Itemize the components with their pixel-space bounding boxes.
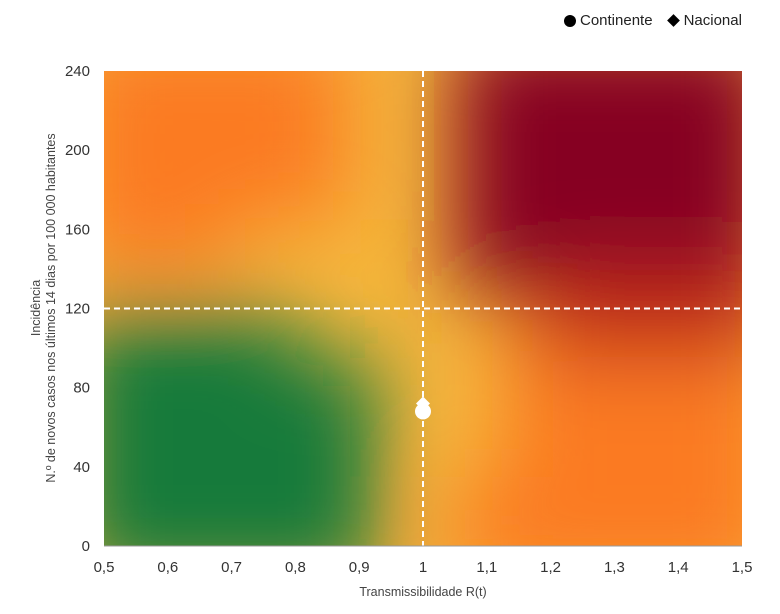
plot-background (104, 71, 742, 546)
y-tick-label: 40 (73, 459, 90, 476)
x-tick-label: 0,5 (94, 559, 115, 576)
legend-label-continente: Continente (580, 12, 653, 29)
legend-label-nacional: Nacional (683, 12, 742, 29)
y-tick-label: 120 (65, 301, 90, 318)
y-tick-label: 160 (65, 221, 90, 238)
x-tick-label: 1,1 (476, 559, 497, 576)
x-tick-label: 0,9 (349, 559, 370, 576)
x-tick-label: 1,3 (604, 559, 625, 576)
legend-item-continente: Continente (564, 12, 653, 29)
x-axis-label: Transmissibilidade R(t) (359, 585, 486, 599)
y-tick-label: 0 (82, 538, 90, 555)
legend: Continente Nacional (564, 12, 750, 29)
x-tick-label: 1,2 (540, 559, 561, 576)
y-tick-label: 240 (65, 63, 90, 80)
x-tick-label: 0,8 (285, 559, 306, 576)
circle-marker-icon (564, 14, 576, 27)
x-tick-label: 0,6 (157, 559, 178, 576)
point-nacional (416, 396, 430, 411)
point-continente (415, 403, 431, 420)
x-tick-label: 1,5 (732, 559, 753, 576)
y-tick-label: 80 (73, 380, 90, 397)
y-axis-label-title: Incidência (29, 280, 43, 336)
data-points (415, 396, 431, 420)
reference-lines (104, 71, 742, 546)
x-tick-label: 0,7 (221, 559, 242, 576)
legend-item-nacional: Nacional (666, 12, 742, 29)
x-tick-label: 1,4 (668, 559, 689, 576)
axes: 0,5 0,6 0,7 0,8 0,9 1 1,1 1,2 1,3 1,4 1,5 0 40 80 120 1… (65, 63, 752, 576)
y-axis-label-subtitle: N.º de novos casos nos últimos 14 dias p… (44, 133, 58, 482)
x-tick-label: 1 (419, 559, 427, 576)
y-tick-label: 200 (65, 142, 90, 159)
